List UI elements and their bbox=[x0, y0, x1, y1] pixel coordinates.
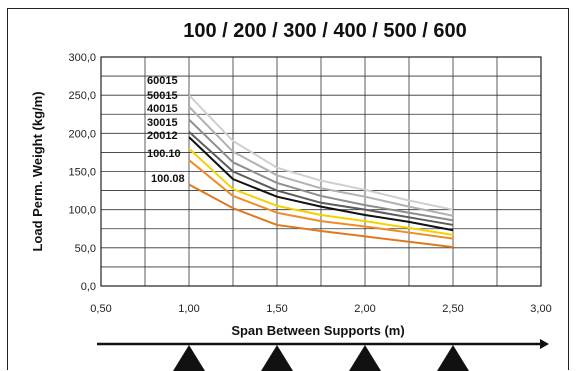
series-line bbox=[188, 118, 454, 222]
x-tick-label: 1,00 bbox=[178, 303, 199, 315]
series-label: 40015 bbox=[147, 103, 178, 115]
x-tick-labels: 0,50 1,00 1,50 2,00 2,50 3,00 bbox=[90, 303, 551, 315]
series-label: 100.08 bbox=[151, 173, 185, 185]
plot-border bbox=[100, 56, 542, 287]
y-tick-label: 150,0 bbox=[68, 167, 96, 179]
chart-frame bbox=[7, 8, 569, 370]
series-line bbox=[188, 105, 454, 217]
support-triangle bbox=[349, 345, 381, 371]
arrow-head bbox=[540, 339, 549, 349]
series-line bbox=[188, 94, 454, 211]
y-tick-label: 100,0 bbox=[68, 205, 96, 217]
x-tick-label: 2,00 bbox=[354, 303, 375, 315]
series-label: 60015 bbox=[147, 75, 178, 87]
x-tick-label: 2,50 bbox=[442, 303, 463, 315]
series-label: 100.10 bbox=[147, 148, 181, 160]
y-axis-title: Load Perm. Weight (kg/m) bbox=[30, 91, 45, 251]
x-tick-label: 0,50 bbox=[90, 303, 111, 315]
support-triangle bbox=[437, 345, 469, 371]
support-diagram bbox=[97, 339, 549, 371]
y-tick-label: 250,0 bbox=[68, 90, 96, 102]
support-triangle bbox=[261, 345, 293, 371]
series-label: 50015 bbox=[147, 90, 178, 102]
series-label: 20012 bbox=[147, 130, 178, 142]
y-tick-labels: 0,0 50,0 100,0 150,0 200,0 250,0 300,0 bbox=[68, 52, 96, 293]
series-line bbox=[188, 147, 454, 236]
x-tick-label: 1,50 bbox=[266, 303, 287, 315]
chart-title: 100 / 200 / 300 / 400 / 500 / 600 bbox=[183, 20, 467, 42]
grid bbox=[101, 57, 541, 286]
series-label: 30015 bbox=[147, 117, 178, 129]
series-line bbox=[188, 136, 454, 232]
y-tick-label: 300,0 bbox=[68, 52, 96, 64]
x-axis-title: Span Between Supports (m) bbox=[231, 323, 404, 338]
support-triangle bbox=[173, 345, 205, 371]
series-lines bbox=[188, 94, 454, 249]
y-tick-label: 50,0 bbox=[75, 243, 96, 255]
series-line bbox=[188, 131, 454, 226]
y-tick-label: 200,0 bbox=[68, 128, 96, 140]
series-line bbox=[188, 183, 454, 249]
series-line bbox=[188, 159, 454, 240]
y-tick-label: 0,0 bbox=[81, 281, 96, 293]
x-tick-label: 3,00 bbox=[530, 303, 551, 315]
